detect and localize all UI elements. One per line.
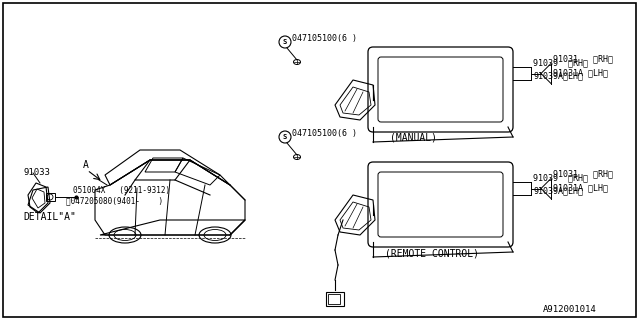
Text: DETAIL"A": DETAIL"A" xyxy=(23,212,76,222)
Text: Ⓜ047205080(9401-    ): Ⓜ047205080(9401- ) xyxy=(66,196,163,205)
Text: 91031A 〈LH〉: 91031A 〈LH〉 xyxy=(553,183,608,193)
Bar xyxy=(46,193,55,201)
Text: 91031   〈RH〉: 91031 〈RH〉 xyxy=(553,170,613,179)
Text: 91033: 91033 xyxy=(23,168,50,177)
Text: A: A xyxy=(83,160,89,170)
Text: A912001014: A912001014 xyxy=(543,305,596,314)
Text: 051004X   (9211-9312): 051004X (9211-9312) xyxy=(73,186,170,195)
Text: 047105100(6 ): 047105100(6 ) xyxy=(292,129,357,138)
Text: S: S xyxy=(283,134,287,140)
Text: (REMOTE CONTROL): (REMOTE CONTROL) xyxy=(385,249,479,259)
Text: 91039A〈LH〉: 91039A〈LH〉 xyxy=(533,186,583,195)
Text: 91031   〈RH〉: 91031 〈RH〉 xyxy=(553,54,613,63)
Text: 047105100(6 ): 047105100(6 ) xyxy=(292,34,357,43)
Bar xyxy=(328,294,340,304)
Text: (MANUAL): (MANUAL) xyxy=(390,132,437,142)
Text: 91039  〈RH〉: 91039 〈RH〉 xyxy=(533,58,588,67)
Text: 91031A 〈LH〉: 91031A 〈LH〉 xyxy=(553,68,608,77)
Bar xyxy=(326,292,344,306)
Text: 91039  〈RH〉: 91039 〈RH〉 xyxy=(533,173,588,182)
Text: S: S xyxy=(283,39,287,45)
Text: 91039A〈LH〉: 91039A〈LH〉 xyxy=(533,71,583,80)
